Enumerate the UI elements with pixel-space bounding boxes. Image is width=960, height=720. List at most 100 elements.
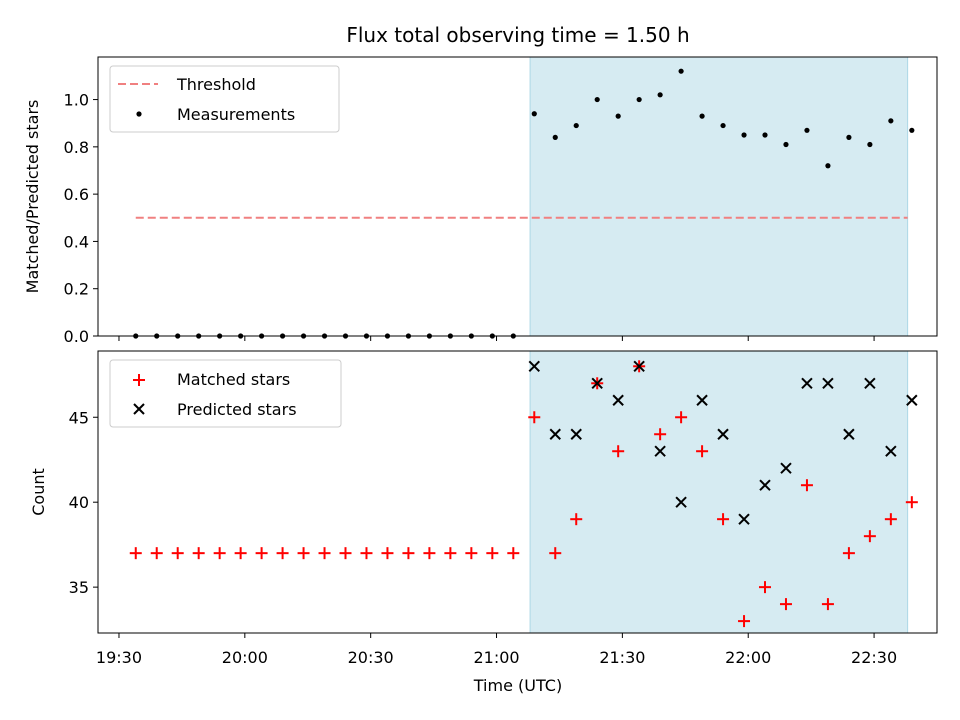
y-tick-label: 0.4 <box>64 232 89 251</box>
matched-stars-point <box>842 547 855 560</box>
measurement-point <box>741 132 747 138</box>
legend-predicted-swatch <box>133 403 145 415</box>
matched-stars-point <box>402 547 415 560</box>
predicted-stars-point <box>780 462 792 474</box>
matched-stars-point <box>759 581 772 594</box>
matched-stars-point <box>717 513 730 526</box>
count-legend-box <box>109 359 342 428</box>
measurement-point <box>909 127 915 133</box>
ratio-legend: Threshold Measurements <box>109 65 340 133</box>
ratio-y-axis-label: Matched/Predicted stars <box>23 100 42 294</box>
predicted-stars-point <box>549 428 561 440</box>
matched-stars-point <box>486 547 499 560</box>
measurement-point <box>804 127 810 133</box>
matched-stars-point <box>297 547 310 560</box>
measurement-point <box>846 134 852 140</box>
matched-stars-point <box>507 547 520 560</box>
matched-stars-point <box>192 547 205 560</box>
measurement-point <box>720 122 726 129</box>
legend-threshold-label: Threshold <box>176 75 256 94</box>
measurement-point <box>825 163 831 169</box>
predicted-stars-point <box>801 377 813 389</box>
x-axis-label: Time (UTC) <box>473 676 562 695</box>
predicted-stars-point <box>696 394 708 406</box>
matched-stars-point <box>696 445 709 458</box>
x-tick-label: 22:30 <box>851 648 897 667</box>
count-panel: 35 40 45 19:30 20:00 20:30 21:00 21:30 22:00 22:3… <box>29 350 938 695</box>
x-tick-label: 20:00 <box>222 648 268 667</box>
legend-matched-label: Matched stars <box>177 370 290 389</box>
predicted-stars-point <box>528 360 540 372</box>
measurement-point <box>762 132 768 138</box>
predicted-stars-point <box>885 445 897 457</box>
observing-window-span <box>529 56 909 337</box>
x-tick-label: 22:00 <box>725 648 771 667</box>
count-y-axis-label: Count <box>29 468 48 516</box>
predicted-stars-point <box>843 428 855 440</box>
predicted-stars-point <box>654 445 666 457</box>
measurement-point <box>636 96 642 103</box>
matched-stars-point <box>863 530 876 543</box>
predicted-stars-point <box>570 428 582 440</box>
predicted-stars-point <box>906 394 918 406</box>
y-tick-label: 0.6 <box>64 185 89 204</box>
matched-stars-point <box>675 411 688 424</box>
measurement-point <box>867 141 873 148</box>
matched-stars-point <box>800 479 813 492</box>
x-tick-label: 19:30 <box>96 648 142 667</box>
ratio-panel: 0.0 0.2 0.4 0.6 0.8 1.0 Matched/Predicted sta… <box>23 56 938 346</box>
matched-stars-point <box>528 411 541 424</box>
matched-stars-point <box>444 547 457 560</box>
predicted-stars-point <box>822 377 834 389</box>
legend-predicted-label: Predicted stars <box>177 400 297 419</box>
matched-stars-point <box>549 547 562 560</box>
matched-stars-point <box>255 547 268 560</box>
matched-stars-point <box>654 428 667 441</box>
y-tick-label: 35 <box>69 578 89 597</box>
matched-stars-point <box>234 547 247 560</box>
matched-stars-point <box>339 547 352 560</box>
y-tick-label: 0.2 <box>64 280 89 299</box>
matched-stars-point <box>779 598 792 611</box>
measurement-point <box>783 141 789 148</box>
matched-stars-point <box>360 547 373 560</box>
matched-stars-point <box>612 445 625 458</box>
predicted-stars-point <box>738 513 750 525</box>
predicted-stars-point <box>591 377 603 389</box>
measurement-point <box>657 92 663 98</box>
measurement-point <box>594 96 600 103</box>
matched-stars-point <box>821 598 834 611</box>
matched-stars-point <box>318 547 331 560</box>
matched-stars-point <box>276 547 289 560</box>
predicted-stars-point <box>675 496 687 508</box>
measurement-point <box>531 111 537 117</box>
predicted-stars-point <box>759 479 771 491</box>
matched-stars-point <box>465 547 478 560</box>
x-tick-label: 20:30 <box>348 648 394 667</box>
legend-measurements-swatch <box>136 111 142 117</box>
observing-window-span <box>529 350 909 634</box>
matched-stars-point <box>570 513 583 526</box>
y-tick-label: 0.0 <box>64 327 89 346</box>
y-tick-label: 0.8 <box>64 138 89 157</box>
count-panel-frame <box>97 350 938 634</box>
measurement-point <box>573 122 579 129</box>
matched-stars-point <box>905 496 918 509</box>
matched-stars-point <box>423 547 436 560</box>
matched-stars-point <box>381 547 394 560</box>
chart-title: Flux total observing time = 1.50 h <box>346 23 689 47</box>
count-legend: Matched stars Predicted stars <box>109 359 342 428</box>
predicted-stars-point <box>612 394 624 406</box>
ratio-legend-box <box>109 65 340 133</box>
predicted-stars-point <box>633 360 645 372</box>
matched-stars-point <box>129 547 142 560</box>
matched-stars-point <box>738 615 751 628</box>
matched-stars-point <box>150 547 163 560</box>
predicted-stars-point <box>864 377 876 389</box>
x-tick-label: 21:00 <box>473 648 519 667</box>
y-tick-label: 1.0 <box>64 91 89 110</box>
measurement-point <box>699 113 705 119</box>
measurement-point <box>888 118 894 124</box>
legend-matched-swatch <box>133 374 145 386</box>
